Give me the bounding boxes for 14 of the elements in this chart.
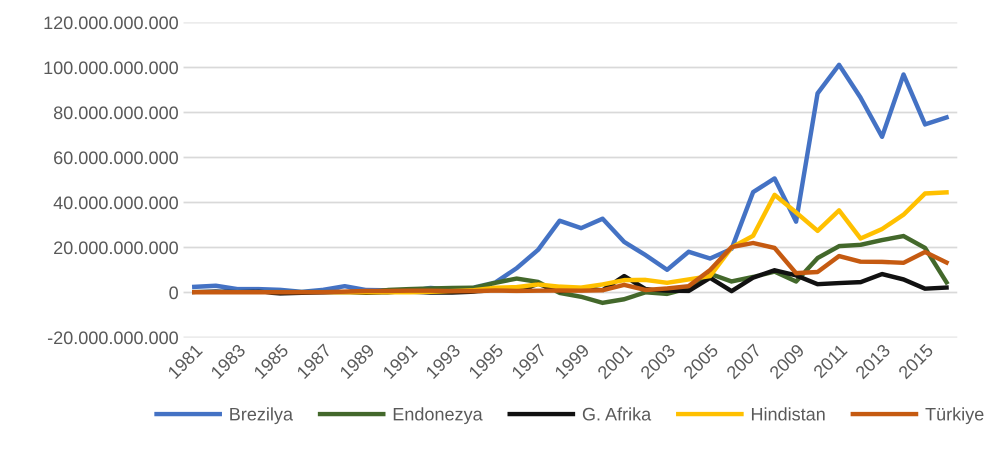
legend-label: Endonezya xyxy=(394,407,483,424)
legend-label: G. Afrika xyxy=(582,407,652,421)
y-tick-label: 100.000.000.000 xyxy=(44,61,178,74)
line-series xyxy=(192,240,949,294)
y-tick-label: 20.000.000.000 xyxy=(54,241,178,254)
y-tick-label: 0 xyxy=(169,286,178,300)
y-tick-label: 80.000.000.000 xyxy=(54,106,178,120)
y-tick-label: 40.000.000.000 xyxy=(54,196,178,210)
legend-label: Brezilya xyxy=(230,407,293,424)
y-tick-label: 60.000.000.000 xyxy=(54,151,178,164)
legend-label: Hindistan xyxy=(752,407,825,421)
legend-label: Türkiye xyxy=(925,407,984,424)
y-tick-label: -20.000.000.000 xyxy=(48,331,178,344)
y-tick-label: 120.000.000.000 xyxy=(44,16,178,30)
